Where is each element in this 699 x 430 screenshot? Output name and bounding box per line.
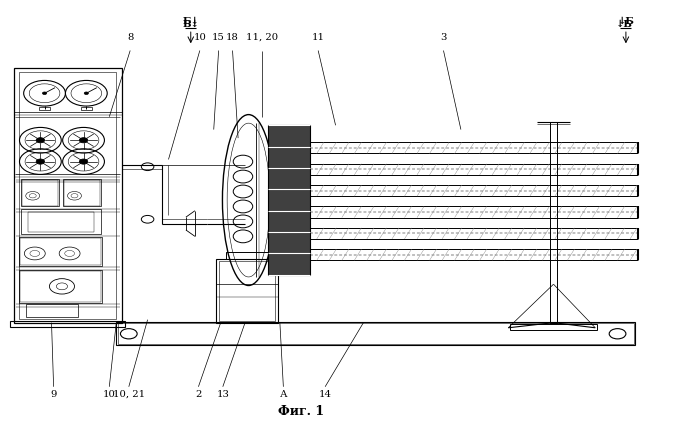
Text: 14: 14 [319,390,331,399]
Circle shape [80,159,87,164]
Bar [21,179,59,206]
Bar [116,322,635,345]
Text: А: А [280,390,287,399]
Bar [510,324,597,330]
Bar [19,237,102,266]
Text: 15: 15 [212,33,225,42]
Circle shape [85,92,88,95]
Bar [63,179,101,206]
Text: 10: 10 [103,390,116,399]
Circle shape [36,159,45,164]
Bar [21,209,101,234]
Bar [10,320,125,327]
Bar [39,107,50,111]
Bar [81,107,92,111]
Bar [117,322,633,344]
Text: 3: 3 [440,33,447,42]
Bar [14,68,122,322]
Text: Фиг. 1: Фиг. 1 [278,405,324,418]
Text: ↓Б: ↓Б [617,17,634,26]
Text: 2: 2 [195,390,201,399]
Text: 18: 18 [226,33,239,42]
Bar [550,122,557,322]
Circle shape [36,138,45,143]
Bar [20,72,116,319]
Bar [219,261,275,320]
Bar [28,212,94,232]
Bar [26,304,78,316]
Bar [19,270,102,303]
Text: 10: 10 [194,33,206,42]
Text: Б↓: Б↓ [182,20,199,29]
Text: ↓Б: ↓Б [616,20,633,29]
Text: 10, 21: 10, 21 [113,390,145,399]
Bar [216,258,278,322]
Bar [268,125,310,275]
Bar [22,180,58,206]
Bar [226,252,268,258]
Bar [20,271,101,302]
Text: 13: 13 [217,390,229,399]
Text: 9: 9 [50,390,57,399]
Text: 8: 8 [127,33,134,42]
Bar [64,180,99,206]
Circle shape [43,92,47,95]
Bar [20,238,101,265]
Circle shape [80,138,87,143]
Text: Б↓: Б↓ [182,17,199,26]
Text: 11, 20: 11, 20 [247,33,278,42]
Text: 11: 11 [312,33,324,42]
